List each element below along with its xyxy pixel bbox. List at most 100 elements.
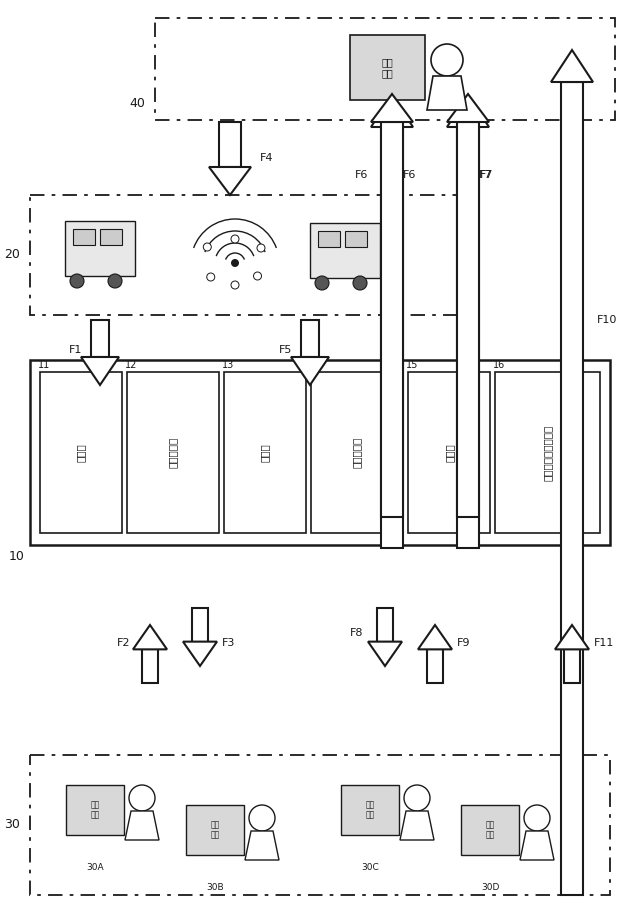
Circle shape [108, 274, 122, 288]
Bar [318, 231, 340, 247]
Text: 利用者データベース: 利用者データベース [543, 425, 552, 480]
Bar [311, 372, 403, 533]
Bar [192, 608, 208, 641]
Bar [457, 127, 479, 548]
Text: 13: 13 [222, 360, 234, 370]
Polygon shape [209, 167, 251, 195]
Polygon shape [291, 357, 329, 385]
Text: 11: 11 [38, 360, 51, 370]
Polygon shape [133, 625, 167, 650]
Text: 40: 40 [129, 97, 145, 110]
Polygon shape [245, 831, 279, 860]
Bar [30, 195, 460, 315]
Circle shape [129, 785, 155, 811]
Polygon shape [520, 831, 554, 860]
Text: 30: 30 [4, 819, 20, 832]
Text: 15: 15 [406, 360, 419, 370]
Bar [310, 223, 380, 278]
Bar [461, 805, 519, 855]
Text: F3: F3 [222, 638, 236, 648]
Text: F10: F10 [597, 315, 618, 325]
Polygon shape [125, 811, 159, 840]
Text: 通知部: 通知部 [260, 443, 270, 462]
Bar [40, 372, 122, 533]
Text: F6: F6 [355, 170, 369, 180]
Bar [345, 231, 367, 247]
Text: 10: 10 [9, 550, 25, 563]
Polygon shape [400, 811, 434, 840]
Text: F4: F4 [260, 153, 273, 163]
Bar [350, 35, 425, 100]
Text: 30A: 30A [86, 863, 104, 872]
Text: 30C: 30C [361, 863, 379, 872]
Bar [73, 229, 95, 245]
Text: 端末
装置: 端末 装置 [90, 801, 100, 820]
Bar [427, 650, 443, 683]
Text: 30B: 30B [206, 883, 224, 892]
Bar [381, 127, 403, 548]
Circle shape [431, 44, 463, 76]
Bar [127, 372, 219, 533]
Bar [495, 372, 600, 533]
Circle shape [204, 243, 211, 251]
Bar [301, 320, 319, 357]
Text: 端末
装置: 端末 装置 [365, 801, 374, 820]
Text: 設定部: 設定部 [444, 443, 454, 462]
Bar [142, 650, 158, 683]
Bar [30, 755, 610, 895]
Polygon shape [371, 95, 413, 127]
Circle shape [257, 244, 265, 252]
Text: F7: F7 [480, 170, 493, 180]
Text: 予約処理部: 予約処理部 [352, 436, 362, 468]
Circle shape [249, 805, 275, 831]
Text: F8: F8 [349, 628, 363, 638]
Bar [561, 82, 583, 895]
Circle shape [353, 276, 367, 290]
Text: 経路探索部: 経路探索部 [168, 436, 178, 468]
Text: 20: 20 [4, 249, 20, 262]
Polygon shape [555, 625, 589, 650]
Circle shape [231, 281, 239, 289]
Bar [377, 608, 393, 641]
Polygon shape [427, 76, 467, 110]
Text: F7: F7 [479, 170, 493, 180]
Circle shape [70, 274, 84, 288]
Circle shape [315, 276, 329, 290]
Polygon shape [551, 50, 593, 82]
Bar [30, 360, 610, 545]
Bar [408, 372, 490, 533]
Circle shape [231, 259, 239, 267]
Circle shape [207, 273, 215, 281]
Polygon shape [183, 641, 217, 666]
Text: 16: 16 [493, 360, 506, 370]
Text: F11: F11 [594, 638, 614, 648]
Text: F1: F1 [68, 345, 82, 355]
Text: 12: 12 [125, 360, 137, 370]
Bar [381, 122, 403, 517]
Polygon shape [447, 95, 489, 127]
Text: 30D: 30D [481, 883, 499, 892]
Circle shape [404, 785, 430, 811]
Bar [341, 785, 399, 835]
Polygon shape [81, 357, 119, 385]
Bar [219, 122, 241, 167]
Bar [65, 221, 135, 276]
Text: 取得部: 取得部 [76, 443, 86, 462]
Bar [186, 805, 244, 855]
Circle shape [253, 272, 262, 280]
Text: F5: F5 [278, 345, 292, 355]
Polygon shape [447, 94, 489, 122]
Bar [100, 229, 122, 245]
Polygon shape [371, 94, 413, 122]
Bar [457, 122, 479, 517]
Circle shape [524, 805, 550, 831]
Text: 14: 14 [309, 360, 321, 370]
Bar [224, 372, 306, 533]
Text: F9: F9 [457, 638, 470, 648]
Bar [564, 650, 580, 683]
Polygon shape [368, 641, 402, 666]
Text: 端末
装置: 端末 装置 [211, 821, 220, 840]
Text: 端末
装置: 端末 装置 [381, 57, 394, 79]
Text: 端末
装置: 端末 装置 [485, 821, 495, 840]
Text: F2: F2 [116, 638, 130, 648]
